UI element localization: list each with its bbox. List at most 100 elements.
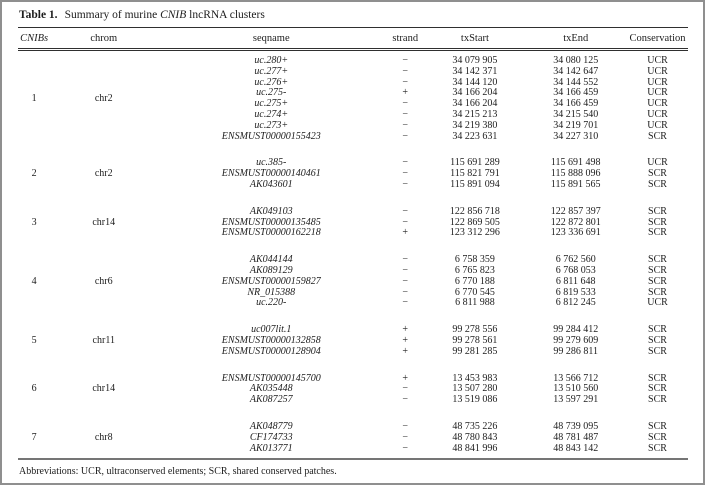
table-row: uc.277+ − 34 142 371 34 142 647 UCR <box>18 65 688 78</box>
cell-txend: 122 857 397 <box>550 205 601 217</box>
cell-cnib-id: 6 <box>31 383 37 395</box>
cell-cnib-id: 3 <box>31 216 37 228</box>
table-row: uc.274+ − 34 215 213 34 215 540 UCR <box>18 108 688 121</box>
cell-txend: 13 597 291 <box>553 394 599 406</box>
cell-chrom: chr8 <box>94 431 113 443</box>
cell-txend: 115 888 096 <box>550 168 601 180</box>
table-caption: Table 1. Summary of murine CNIB lncRNA cl… <box>18 6 688 28</box>
gap-cell <box>18 239 688 255</box>
cell-txend: 123 336 691 <box>550 227 601 239</box>
cell-txstart: 6 765 823 <box>454 264 495 276</box>
gap-row <box>18 142 688 158</box>
cell-chrom: chr6 <box>94 275 113 287</box>
cell-seqname: uc.277+ <box>254 65 289 77</box>
cell-txend: 34 144 552 <box>553 76 599 88</box>
cell-txend: 99 286 811 <box>553 345 599 357</box>
cell-txstart: 34 142 371 <box>452 65 498 77</box>
cell-seqname: AK087257 <box>249 394 293 406</box>
cell-conservation: SCR <box>648 394 667 406</box>
cell-strand: − <box>402 254 409 266</box>
cell-txend: 6 819 533 <box>555 286 596 298</box>
cell-seqname: CF174733 <box>249 431 293 443</box>
gap-row <box>18 454 688 459</box>
column-header-strand: strand <box>385 28 426 51</box>
cell-strand: + <box>402 334 409 346</box>
cell-txend: 34 219 701 <box>553 119 599 131</box>
cell-txstart: 34 166 204 <box>452 87 498 99</box>
cell-cnib-id: 1 <box>31 92 37 104</box>
cluster-3: 3 chr14 AK049103 − 122 856 718 122 857 397 SCR… <box>18 205 688 239</box>
cell-conservation: SCR <box>648 383 667 395</box>
cell-txend: 6 768 053 <box>555 264 596 276</box>
cell-conservation: SCR <box>648 345 667 357</box>
table-caption-gene: CNIB <box>160 9 187 21</box>
table-row: 3 chr14 AK049103 − 122 856 718 122 857 397 SCR <box>18 205 688 228</box>
cluster-gap <box>18 454 688 459</box>
cell-chrom: chr14 <box>92 383 116 395</box>
table-row: AK043601 − 115 891 094 115 891 565 SCR <box>18 179 688 191</box>
cell-txstart: 99 278 561 <box>452 334 498 346</box>
cell-txend: 34 166 459 <box>553 98 599 110</box>
cell-txend: 34 227 310 <box>553 130 599 142</box>
cell-txend: 13 510 560 <box>553 383 599 395</box>
cell-txend: 48 843 142 <box>553 442 599 454</box>
cell-conservation: SCR <box>648 420 667 432</box>
cell-conservation: UCR <box>647 98 668 110</box>
cell-cnib-id: 7 <box>31 431 37 443</box>
cell-txstart: 34 223 631 <box>452 130 498 142</box>
cell-txstart: 34 215 213 <box>452 108 498 120</box>
cell-txstart: 99 278 556 <box>452 324 498 336</box>
cell-txend: 34 080 125 <box>553 55 599 66</box>
cell-chrom: chr2 <box>94 92 113 104</box>
cell-txstart: 34 166 204 <box>452 98 498 110</box>
cell-strand: − <box>402 205 409 217</box>
cell-txstart: 13 453 983 <box>452 372 498 384</box>
cell-seqname: AK035448 <box>249 383 293 395</box>
cell-conservation: SCR <box>648 254 667 266</box>
cell-txend: 99 284 412 <box>553 324 599 336</box>
cell-strand: − <box>402 119 409 131</box>
cell-txstart: 99 281 285 <box>452 345 498 357</box>
table-row: 1 chr2 uc.280+ − 34 079 905 34 080 125 UCR <box>18 55 688 104</box>
cell-strand: − <box>402 216 409 228</box>
cell-txend: 6 811 648 <box>555 275 596 287</box>
table-row: 4 chr6 AK044144 − 6 758 359 6 762 560 SCR <box>18 254 688 286</box>
cluster-gap <box>18 142 688 158</box>
cell-strand: − <box>402 130 409 142</box>
cell-txstart: 34 079 905 <box>452 55 498 66</box>
cluster-gap <box>18 239 688 255</box>
column-header-txend: txEnd <box>524 28 627 51</box>
table-row: ENSMUST00000135485 − 122 869 505 122 872 80… <box>18 216 688 229</box>
gap-row <box>18 358 688 374</box>
table-row: CF174733 − 48 780 843 48 781 487 SCR <box>18 431 688 444</box>
table-row: AK087257 − 13 519 086 13 597 291 SCR <box>18 394 688 406</box>
cell-conservation: UCR <box>647 87 668 99</box>
cell-conservation: UCR <box>647 119 668 131</box>
cell-chrom: chr14 <box>92 216 116 228</box>
gap-row <box>18 191 688 207</box>
table-caption-label: Table 1. <box>19 9 58 21</box>
column-header-seqname: seqname <box>157 28 386 51</box>
cell-strand: − <box>402 264 409 276</box>
cell-seqname: uc.385- <box>256 157 287 169</box>
cell-seqname: uc.280+ <box>254 55 289 66</box>
cell-conservation: SCR <box>648 431 667 443</box>
table-row: ENSMUST00000162218 +123 312 296 123 336 69… <box>18 228 688 239</box>
table-row: uc.275- +34 166 204 34 166 459 UCR <box>18 88 688 99</box>
table-footnote: Abbreviations: UCR, ultraconserved eleme… <box>19 466 337 478</box>
cell-cnib-id: 5 <box>31 334 37 346</box>
column-header-chrom: chrom <box>50 28 158 51</box>
cell-txstart: 122 856 718 <box>449 205 500 217</box>
table-row: uc.275+ − 34 166 204 34 166 459 UCR <box>18 98 688 110</box>
table-caption-prefix: Summary of murine <box>64 9 161 21</box>
cell-strand: − <box>402 275 409 287</box>
cell-txend: 34 142 647 <box>553 65 599 77</box>
cell-conservation: SCR <box>648 168 667 180</box>
cell-cnib-id: 2 <box>31 168 37 180</box>
cluster-4: 4 chr6 AK044144−6 758 359 6 762 560 SCR AK089… <box>18 254 688 309</box>
cell-txend: 99 279 609 <box>553 334 599 346</box>
cell-conservation: SCR <box>648 334 667 346</box>
lncrna-cluster-table: CNIBs chrom seqname strand txStart txEnd… <box>18 28 688 461</box>
cell-conservation: SCR <box>648 372 667 384</box>
cell-txend: 34 215 540 <box>553 108 599 120</box>
